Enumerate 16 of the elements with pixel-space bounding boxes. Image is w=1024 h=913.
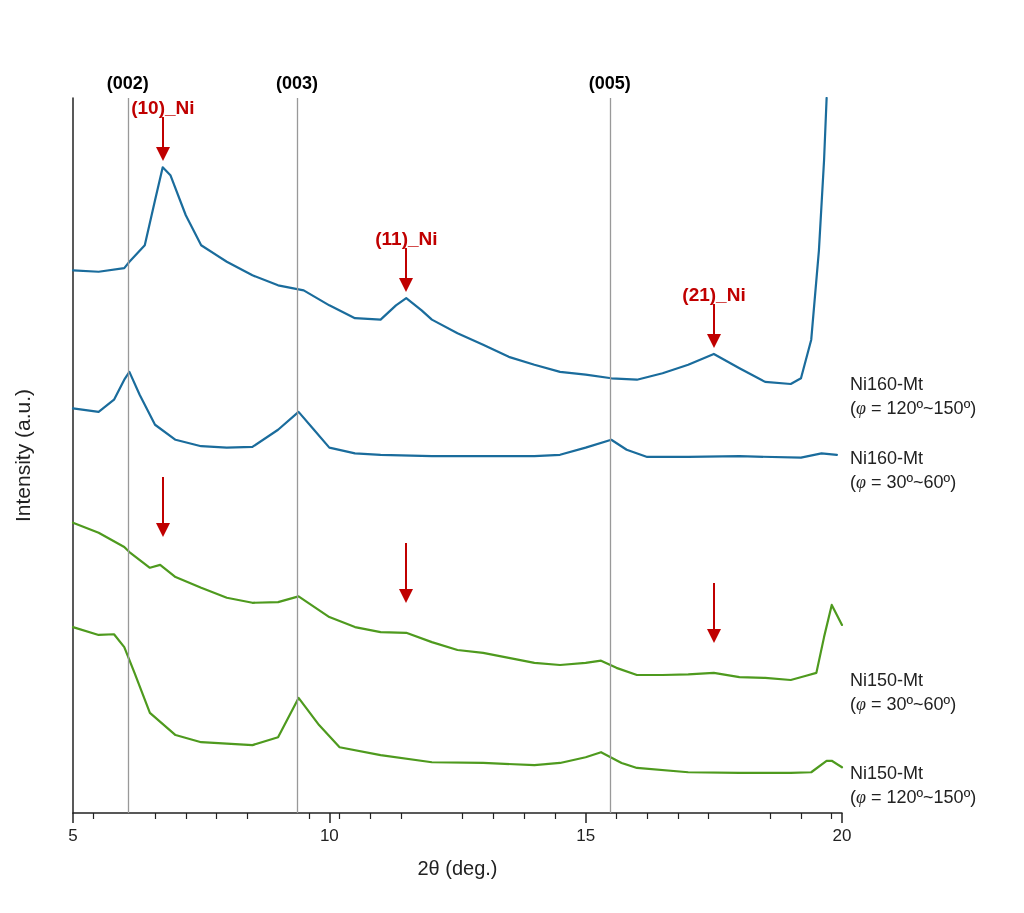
x-axis-title: 2θ (deg.) [417, 857, 498, 879]
series-label: Ni150-Mt (φ = 30º~60º) [850, 669, 957, 716]
x-tick-label: 5 [68, 826, 78, 845]
x-tick-label: 20 [832, 826, 852, 845]
series-label: Ni150-Mt (φ = 120º~150º) [850, 761, 977, 809]
x-tick-label: 15 [576, 826, 596, 845]
annotation: (003) [276, 73, 319, 94]
series-label: Ni160-Mt (φ = 30º~60º) [850, 446, 957, 494]
annotation: (21)_Ni [682, 283, 746, 306]
y-axis-title: Intensity (a.u.) [11, 388, 34, 523]
text: Ni160-Mt (φ = 120º~150º) [850, 373, 977, 420]
annotation: (10)_Ni [131, 97, 195, 120]
x-tick-label: 10 [319, 826, 339, 845]
annotation: (005) [588, 73, 631, 94]
annotation: (11)_Ni [375, 228, 438, 251]
annotation: (002) [106, 73, 149, 94]
